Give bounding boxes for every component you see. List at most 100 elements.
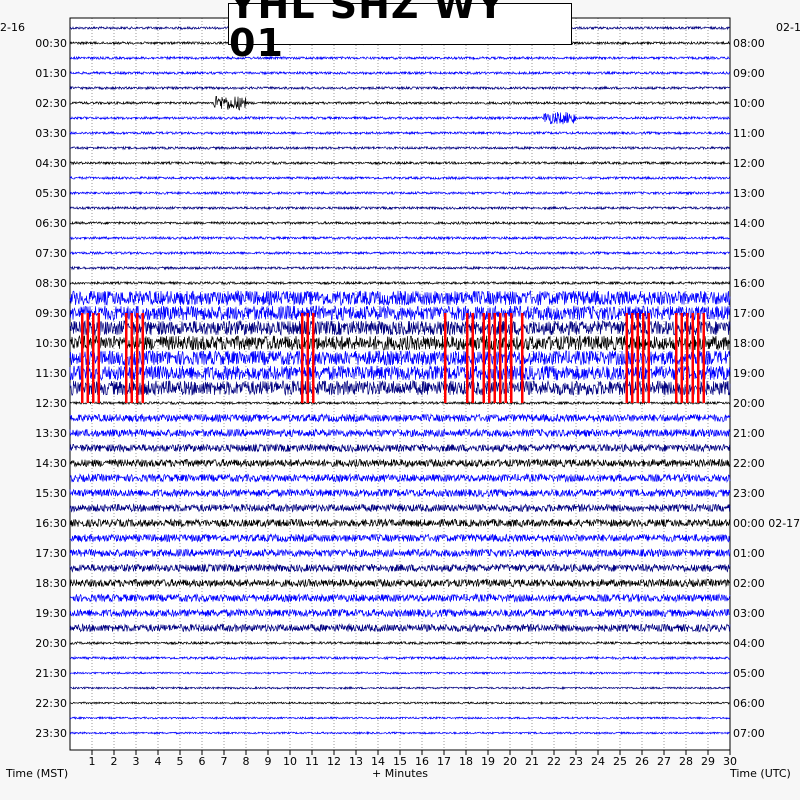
right-time-label: 14:00: [733, 217, 765, 230]
x-tick-label: 2: [111, 755, 118, 768]
trace-line: [69, 95, 730, 111]
right-time-label: 01:00: [733, 547, 765, 560]
trace-line: [69, 533, 731, 543]
clipped-segment: [642, 313, 645, 403]
clipped-segment: [312, 313, 315, 403]
trace-line: [69, 85, 731, 91]
trace-line: [69, 578, 731, 588]
x-tick-label: 12: [327, 755, 341, 768]
x-tick-label: 18: [459, 755, 473, 768]
clipped-segment: [493, 313, 496, 403]
clipped-segment: [466, 313, 469, 403]
x-tick-label: 23: [569, 755, 583, 768]
clipped-segment: [81, 313, 84, 403]
clipped-segment: [482, 313, 485, 403]
left-time-label: 06:30: [35, 217, 67, 230]
right-time-label: 21:00: [733, 427, 765, 440]
clipped-segment: [702, 313, 705, 403]
left-time-label: 14:30: [35, 457, 67, 470]
clipped-segment: [130, 313, 133, 403]
x-tick-label: 27: [657, 755, 671, 768]
clipped-segment: [631, 313, 634, 403]
trace-line: [69, 700, 731, 706]
clipped-segment: [680, 313, 683, 403]
x-tick-label: 14: [371, 755, 385, 768]
left-time-label: 01:30: [35, 67, 67, 80]
trace-line: [69, 130, 731, 136]
right-time-label: 15:00: [733, 247, 765, 260]
left-time-label: 11:30: [35, 367, 67, 380]
right-time-label: 12:00: [733, 157, 765, 170]
left-time-label: 07:30: [35, 247, 67, 260]
left-time-label: 15:30: [35, 487, 67, 500]
right-date-label: 02-1: [776, 21, 800, 34]
x-axis-ticks: 1 2 3 4 5 6 7 8 9 10 11 12 13 14 15 16 17 18 19 20 21 22 23 24 2…: [89, 750, 737, 768]
right-time-label: 09:00: [733, 67, 765, 80]
right-time-label: 03:00: [733, 607, 765, 620]
trace-line: [69, 70, 731, 76]
trace-line: [69, 400, 731, 406]
x-tick-label: 28: [679, 755, 693, 768]
clipped-segment: [691, 313, 694, 403]
trace-line: [69, 607, 731, 618]
left-time-label: 21:30: [35, 667, 67, 680]
right-time-label: 23:00: [733, 487, 765, 500]
trace-line: [69, 145, 731, 151]
trace-line: [69, 349, 731, 367]
left-date-label: 2-16: [0, 21, 25, 34]
trace-line: [69, 563, 731, 573]
clipped-segment: [488, 313, 491, 403]
right-time-label: 18:00: [733, 337, 765, 350]
trace-line: [69, 265, 731, 271]
right-time-label: 04:00: [733, 637, 765, 650]
trace-line: [69, 304, 731, 322]
right-time-label: 02:00: [733, 577, 765, 590]
x-axis-title: + Minutes: [372, 767, 428, 780]
trace-line: [69, 655, 731, 661]
trace-line: [69, 220, 731, 226]
clipped-segment: [647, 313, 650, 403]
right-time-label: 19:00: [733, 367, 765, 380]
x-tick-label: 16: [415, 755, 429, 768]
clipped-segment: [636, 313, 639, 403]
left-time-label: 18:30: [35, 577, 67, 590]
left-time-label: 04:30: [35, 157, 67, 170]
left-axis-title: Time (MST): [5, 767, 68, 780]
left-time-label: 17:30: [35, 547, 67, 560]
x-tick-label: 6: [199, 755, 206, 768]
left-time-label: 22:30: [35, 697, 67, 710]
trace-line: [69, 235, 731, 241]
left-time-label: 20:30: [35, 637, 67, 650]
left-time-label: 13:30: [35, 427, 67, 440]
clipped-segment: [499, 313, 502, 403]
right-time-label: 07:00: [733, 727, 765, 740]
clipped-segment: [306, 313, 309, 403]
left-time-label: 16:30: [35, 517, 67, 530]
clipped-segment: [97, 313, 100, 403]
left-time-label: 19:30: [35, 607, 67, 620]
x-tick-label: 8: [243, 755, 250, 768]
trace-line: [69, 443, 731, 453]
clipped-segment: [625, 313, 628, 403]
x-tick-label: 10: [283, 755, 297, 768]
left-time-label: 00:30: [35, 37, 67, 50]
clipped-segment: [136, 313, 139, 403]
trace-line: [69, 160, 731, 166]
right-time-label: 05:00: [733, 667, 765, 680]
trace-line: [69, 428, 731, 438]
trace-line: [69, 413, 731, 423]
x-tick-label: 20: [503, 755, 517, 768]
left-time-label: 05:30: [35, 187, 67, 200]
trace-line: [69, 458, 731, 468]
x-tick-label: 19: [481, 755, 495, 768]
x-tick-label: 29: [701, 755, 715, 768]
x-tick-label: 13: [349, 755, 363, 768]
x-tick-label: 1: [89, 755, 96, 768]
x-tick-label: 21: [525, 755, 539, 768]
trace-line: [69, 334, 731, 351]
trace-line: [69, 685, 730, 691]
clipped-segment: [697, 313, 700, 403]
x-tick-label: 4: [155, 755, 162, 768]
clipped-segment: [471, 313, 474, 403]
